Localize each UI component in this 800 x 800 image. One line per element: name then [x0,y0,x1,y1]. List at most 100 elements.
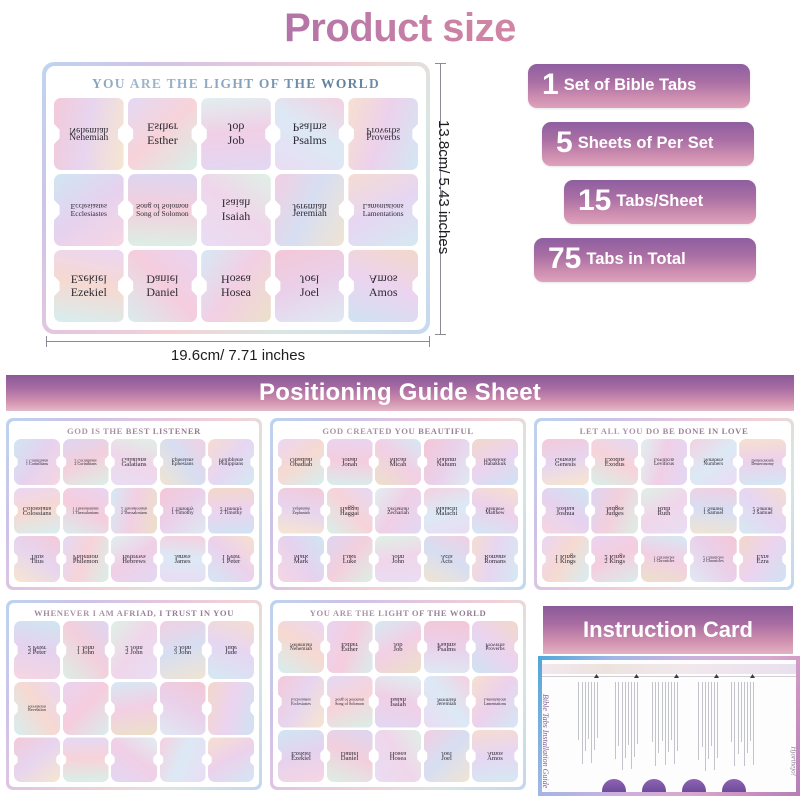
bible-tab: Ephesians Ephesians [159,439,206,485]
bible-tab [62,737,109,782]
bible-tab-label-mirrored: Mark [293,553,309,560]
bible-tab-label: 2 Corinthians [74,461,97,466]
bible-tab-label: 2 Kings [604,558,626,565]
bible-tab-label-mirrored: Habakkuk [483,457,507,463]
bible-tab-label: Ecclesiastes [70,209,107,218]
bible-tab-label-mirrored: Haggai [339,504,360,512]
width-dimension-line [46,336,430,347]
guide-sheet-panel: YOU ARE THE LIGHT OF THE WORLD Nehemiah Ne… [270,600,526,790]
instruction-step-illustration [602,779,626,792]
instruction-card-cut-marker [674,674,679,678]
bible-tab-label: Deuteronomy [751,461,774,466]
instruction-card-sign-off: Hjorthejo! [790,746,796,776]
bible-tab: Habakkuk Habakkuk [472,439,518,485]
bible-tab-label-mirrored: Deuteronomy [751,458,774,463]
product-sheet-inner: YOU ARE THE LIGHT OF THE WORLD Nehemiah N… [46,66,426,330]
bible-tab-label: Esther [147,133,178,147]
bible-tab-label-mirrored: 2 Chronicles [702,555,724,560]
bible-tab-label-mirrored: Jeremiah [436,696,457,703]
bible-tab-label-mirrored: Hebrews [122,553,146,560]
bible-tab-label: Zephaniah [292,509,310,515]
bible-tab-label-mirrored: Jonah [341,456,358,463]
bible-tab-label: Hosea [389,755,407,762]
guide-sheet-tab-grid: 1 Corinthians 1 Corinthians 2 Corinthians 2… [14,439,254,582]
bible-tab: 3 John 3 John [159,621,206,680]
bible-tab: Job Job [201,98,271,170]
instruction-card-paper: Bible Tabs Installation Guide Hjorthejo! [542,660,796,792]
instruction-card-guide-title: Bible Tabs Installation Guide [542,694,550,789]
bible-tab-label: Titus [30,558,44,565]
bible-tab: Isaiah Isaiah [201,174,271,246]
bible-tab [208,681,254,735]
bible-tab-label-mirrored: 1 Corinthians [25,458,49,463]
bible-tab: Judges Judges [591,487,639,534]
guide-sheet-panel-inner: GOD IS THE BEST LISTENER 1 Corinthians 1 C… [9,421,259,587]
bible-tab-label: Isaiah [221,209,251,223]
bible-tab-label-mirrored: 2 Timothy [219,505,243,512]
instruction-step-illustration [722,779,746,792]
bible-tab: Philemon Philemon [62,536,109,582]
bible-tab-label: Job [227,133,245,147]
spec-badge: 1 Set of Bible Tabs [528,64,750,108]
bible-tab-label-mirrored: Isaiah [221,197,251,211]
guide-sheet-panel-inner: WHENEVER I AM AFRIAD, I TRUST IN YOU 2 Pe… [9,603,259,787]
bible-tab-label: Jonah [341,461,358,468]
bible-tab: 2 Kings 2 Kings [591,536,639,582]
bible-tab [111,681,157,735]
bible-tab: Joel Joel [423,730,470,782]
bible-tab-label: Psalms [292,133,327,147]
bible-tab [208,737,254,782]
bible-tab-label-mirrored: Romans [484,553,506,560]
bible-tab-label: Ecclesiastes [291,700,311,706]
bible-tab-label-mirrored: John [391,553,405,560]
bible-tab-label: Job [393,646,403,653]
bible-tab-label: Habakkuk [483,461,507,467]
bible-tab-label: Malachi [435,509,458,517]
bible-tab: Lamentations Lamentations [472,675,518,728]
bible-tab-label-mirrored: Micah [389,456,407,463]
bible-tab-label: 2 Samuel [752,509,773,516]
bible-tab-label: Romans [484,558,506,565]
bible-tab: Micah Micah [375,439,421,485]
bible-tab-label: Leviticus [653,461,675,467]
bible-tab [159,737,206,782]
bible-tab-label-mirrored: Esther [147,121,178,135]
bible-tab: 1 Samuel 1 Samuel [689,487,737,534]
bible-tab: Mark Mark [278,536,324,582]
instruction-card-cut-marker [594,674,599,678]
bible-tab-label: 1 Timothy [171,509,194,516]
guide-sheet-panel: LET ALL YOU DO BE DONE IN LOVE Genesis Gen… [534,418,794,590]
page-title: Product size [0,6,800,51]
guide-sheet-panel: GOD CREATED YOU BEAUTIFUL Obadiah Obadiah J… [270,418,526,590]
bible-tab: Revelation Revelation [14,681,60,735]
instruction-step-text-lines [642,682,678,778]
bible-tab-label: 1 Kings [555,558,576,565]
bible-tab-label: 1 Thessalonians [72,509,99,515]
bible-tab: 1 Corinthians 1 Corinthians [14,439,60,485]
bible-tab: Acts Acts [423,536,470,582]
bible-tab-label: Nehemiah [69,133,109,143]
bible-tab: Nehemiah Nehemiah [278,621,324,673]
spec-badge-text: Sheets of Per Set [577,133,714,152]
bible-tab-label-mirrored: Ecclesiastes [70,202,107,211]
bible-tab-label: 1 Corinthians [25,461,49,466]
bible-tab-label-mirrored: Ecclesiastes [291,697,311,703]
bible-tab [111,737,157,782]
bible-tab: Zechariah Zechariah [375,487,421,534]
bible-tab-label-mirrored: 2 Thessalonians [120,506,148,512]
bible-tab: Jeremiah Jeremiah [423,675,470,728]
bible-tab: Galatians Galatians [111,439,157,485]
bible-tab-label-mirrored: Psalms [437,641,456,648]
bible-tab-label-mirrored: Philippians [218,457,244,463]
bible-tab-label: Daniel [340,755,359,762]
bible-tab-label-mirrored: Hosea [389,750,407,757]
bible-tab-label: Colossians [22,509,52,517]
bible-tab-label-mirrored: Joel [299,273,320,287]
bible-tab-label-mirrored: Isaiah [390,695,406,703]
bible-tab: Jeremiah Jeremiah [274,174,345,246]
bible-tab: Isaiah Isaiah [375,675,421,728]
instruction-step-text-lines [602,682,638,778]
bible-tab-label: Zechariah [387,509,409,516]
bible-tab-label: Exodus [604,461,625,468]
